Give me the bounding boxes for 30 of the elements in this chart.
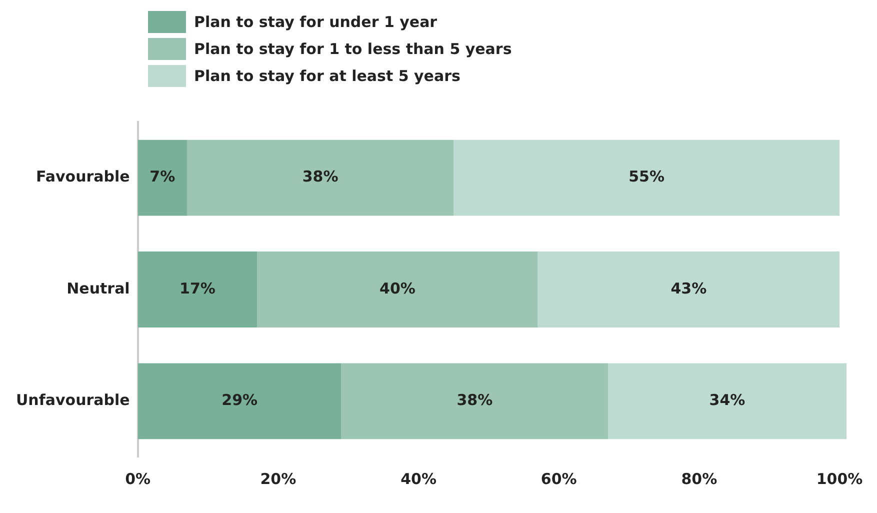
legend-label: Plan to stay for 1 to less than 5 years bbox=[194, 40, 512, 58]
data-label: 43% bbox=[670, 279, 707, 298]
x-tick-label: 40% bbox=[400, 470, 436, 488]
bar bbox=[138, 140, 187, 216]
data-label: 38% bbox=[302, 168, 338, 186]
y-tick-label: Neutral bbox=[66, 279, 130, 298]
x-tick-label: 60% bbox=[540, 470, 577, 488]
bar bbox=[186, 140, 454, 216]
bar bbox=[608, 363, 847, 440]
data-label: 55% bbox=[628, 168, 665, 186]
x-tick-label: 0% bbox=[125, 470, 151, 488]
legend-label: Plan to stay for under 1 year bbox=[194, 12, 438, 30]
y-tick-label: Unfavourable bbox=[16, 391, 130, 410]
data-label: 17% bbox=[180, 279, 216, 298]
y-tick-label: Favourable bbox=[36, 168, 130, 186]
data-label: 29% bbox=[222, 391, 258, 410]
x-tick-label: 20% bbox=[260, 470, 296, 488]
x-tick-label: 100% bbox=[816, 470, 863, 488]
bar bbox=[341, 363, 608, 440]
bar bbox=[138, 363, 342, 440]
data-label: 38% bbox=[456, 391, 493, 410]
bar bbox=[257, 252, 538, 328]
x-tick-label: 80% bbox=[681, 470, 718, 488]
data-label: 40% bbox=[380, 279, 416, 298]
bar bbox=[454, 140, 840, 216]
bar bbox=[538, 252, 840, 328]
legend-label: Plan to stay for at least 5 years bbox=[194, 66, 460, 84]
bar bbox=[138, 252, 258, 328]
data-label: 34% bbox=[709, 391, 746, 410]
data-label: 7% bbox=[150, 168, 176, 186]
